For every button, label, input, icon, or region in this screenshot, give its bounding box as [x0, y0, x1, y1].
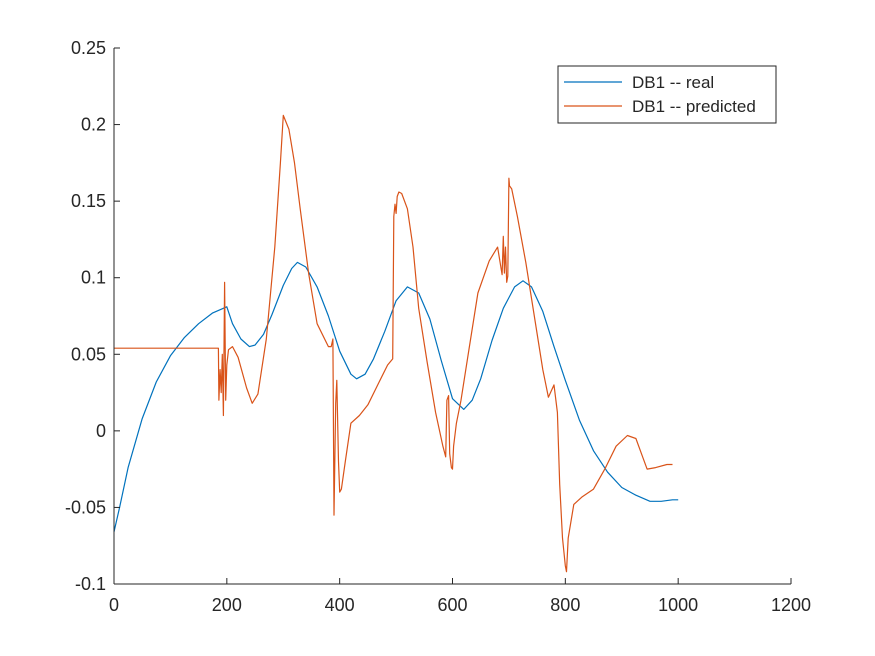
- x-tick-label: 400: [325, 595, 355, 615]
- legend-label-1: DB1 -- real: [632, 73, 714, 92]
- y-tick-label: 0.25: [71, 38, 106, 58]
- y-tick-label: -0.1: [75, 574, 106, 594]
- legend: DB1 -- real DB1 -- predicted: [557, 65, 777, 124]
- series-line-1: [113, 261, 679, 533]
- y-tick-label: -0.05: [65, 497, 106, 517]
- x-tick-label: 600: [437, 595, 467, 615]
- x-tick-label: 1200: [771, 595, 811, 615]
- x-tick-label: 800: [550, 595, 580, 615]
- x-tick-label: 0: [109, 595, 119, 615]
- series-layer: [113, 114, 679, 573]
- x-tick-label: 200: [212, 595, 242, 615]
- y-tick-label: 0: [96, 421, 106, 441]
- series-line-2: [114, 114, 673, 573]
- y-tick-label: 0.2: [81, 115, 106, 135]
- y-tick-label: 0.05: [71, 344, 106, 364]
- y-tick-label: 0.15: [71, 191, 106, 211]
- axes: 0 200 400 600 800 1000 1200 -0.1 -0.05 0 0.05 0.1 0.…: [65, 38, 811, 615]
- legend-box: [557, 65, 777, 124]
- x-tick-label: 1000: [658, 595, 698, 615]
- legend-label-2: DB1 -- predicted: [632, 97, 756, 116]
- y-tick-label: 0.1: [81, 268, 106, 288]
